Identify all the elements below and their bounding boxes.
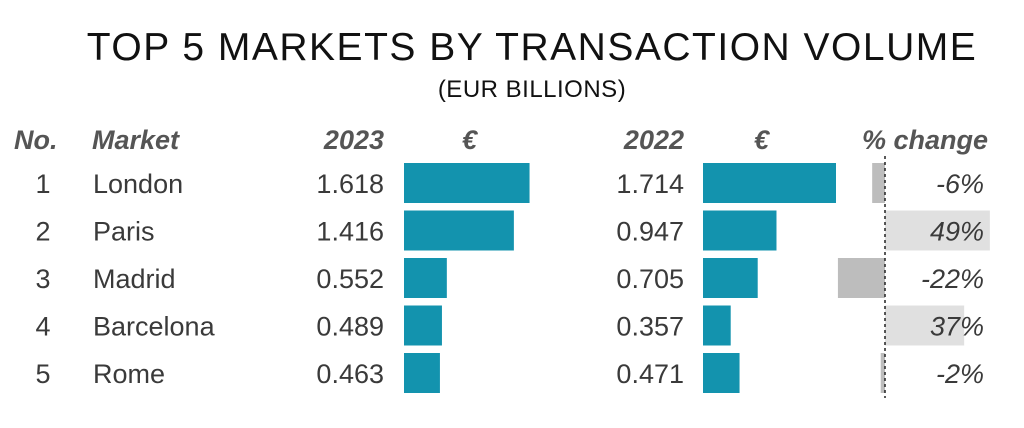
header-euro-2022: €	[754, 125, 770, 155]
change-label-rome: -2%	[936, 359, 984, 389]
header-no: No.	[14, 125, 58, 155]
value-2023-rome: 0.463	[316, 359, 384, 389]
bar-2022-rome	[703, 353, 740, 393]
value-2023-london: 1.618	[316, 169, 384, 199]
bar-2023-madrid	[404, 258, 447, 298]
value-2022-madrid: 0.705	[616, 264, 684, 294]
value-2022-london: 1.714	[616, 169, 684, 199]
bar-2022-london	[703, 163, 836, 203]
chart-title: TOP 5 MARKETS BY TRANSACTION VOLUME	[86, 26, 978, 69]
value-2022-paris: 0.947	[616, 217, 684, 247]
header-2022: 2022	[623, 125, 684, 155]
value-2022-barcelona: 0.357	[616, 312, 684, 342]
market-barcelona: Barcelona	[93, 312, 216, 342]
bar-2023-paris	[404, 210, 514, 251]
change-label-paris: 49%	[930, 217, 984, 247]
market-london: London	[93, 169, 183, 199]
bar-2022-barcelona	[703, 305, 731, 346]
bar-2023-london	[404, 163, 530, 203]
bar-2023-barcelona	[404, 305, 442, 346]
value-2022-rome: 0.471	[616, 359, 684, 389]
bar-2022-paris	[703, 210, 777, 251]
header-2023: 2023	[323, 125, 384, 155]
value-2023-madrid: 0.552	[316, 264, 384, 294]
market-paris: Paris	[93, 217, 155, 247]
chart-subtitle: (EUR BILLIONS)	[437, 76, 627, 103]
rank-paris: 2	[35, 217, 50, 247]
change-bar-madrid	[837, 258, 885, 298]
header-market: Market	[92, 125, 180, 155]
header-pct-change: % change	[862, 125, 988, 155]
change-bar-london	[872, 163, 885, 203]
change-bar-rome	[880, 353, 885, 393]
change-label-london: -6%	[936, 169, 984, 199]
column-headers: No. Market 2023 € 2022 € % change	[14, 125, 988, 155]
header-euro-2023: €	[462, 125, 478, 155]
change-label-madrid: -22%	[921, 264, 984, 294]
rank-rome: 5	[35, 359, 50, 389]
rank-barcelona: 4	[35, 312, 50, 342]
table-rows: 1 London 1.618 1.714 -6% 2 Paris 1.416 0.947 49% 3…	[35, 163, 990, 393]
change-bar-barcelona	[885, 305, 965, 346]
rank-madrid: 3	[35, 264, 50, 294]
value-2023-paris: 1.416	[316, 217, 384, 247]
value-2023-barcelona: 0.489	[316, 312, 384, 342]
bar-2023-rome	[404, 353, 440, 393]
change-bar-paris	[885, 210, 990, 251]
rank-london: 1	[35, 169, 50, 199]
bar-2022-madrid	[703, 258, 758, 298]
change-label-barcelona: 37%	[930, 312, 984, 342]
market-rome: Rome	[93, 359, 165, 389]
market-madrid: Madrid	[93, 264, 176, 294]
